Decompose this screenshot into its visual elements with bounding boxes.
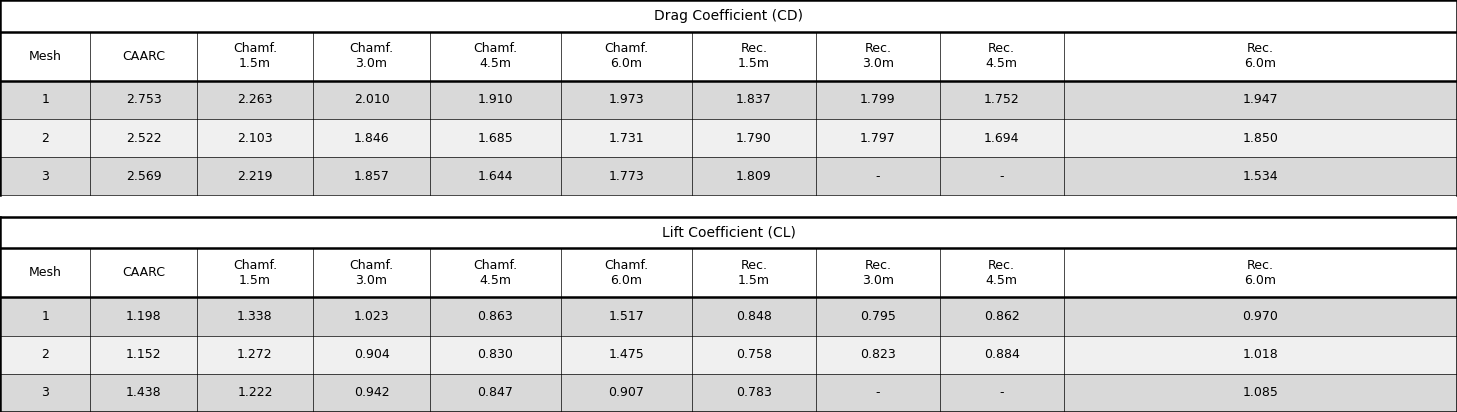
Text: 0.830: 0.830: [478, 348, 513, 361]
Bar: [0, 217, 1457, 248]
Text: CAARC: CAARC: [122, 267, 165, 279]
Text: Rec.
6.0m: Rec. 6.0m: [1244, 259, 1276, 287]
Bar: [0, 32, 1457, 81]
Text: 0.795: 0.795: [860, 310, 896, 323]
Text: 1.837: 1.837: [736, 93, 772, 106]
Text: Chamf.
3.0m: Chamf. 3.0m: [350, 42, 393, 70]
Text: 1.850: 1.850: [1243, 131, 1278, 145]
Bar: [0, 119, 1457, 157]
Text: 1.790: 1.790: [736, 131, 772, 145]
Text: Drag Coefficient (CD): Drag Coefficient (CD): [654, 9, 803, 23]
Bar: [0, 248, 1457, 297]
Bar: [0, 335, 1457, 374]
Text: 1.857: 1.857: [354, 170, 389, 183]
Text: 0.884: 0.884: [983, 348, 1020, 361]
Text: 0.904: 0.904: [354, 348, 389, 361]
Text: Rec.
4.5m: Rec. 4.5m: [986, 259, 1017, 287]
Text: Chamf.
6.0m: Chamf. 6.0m: [605, 42, 648, 70]
Text: Lift Coefficient (CL): Lift Coefficient (CL): [661, 225, 796, 239]
Text: CAARC: CAARC: [122, 50, 165, 63]
Text: 1.438: 1.438: [125, 386, 162, 399]
Text: 1.023: 1.023: [354, 310, 389, 323]
Text: 2.522: 2.522: [125, 131, 162, 145]
Text: Chamf.
6.0m: Chamf. 6.0m: [605, 259, 648, 287]
Text: 0.970: 0.970: [1243, 310, 1278, 323]
Text: 1.085: 1.085: [1243, 386, 1278, 399]
Text: 1.799: 1.799: [860, 93, 896, 106]
Text: -: -: [876, 170, 880, 183]
Text: Chamf.
1.5m: Chamf. 1.5m: [233, 259, 277, 287]
Text: 2: 2: [41, 131, 50, 145]
Text: 0.848: 0.848: [736, 310, 772, 323]
Text: 1.222: 1.222: [237, 386, 272, 399]
Text: 2.753: 2.753: [125, 93, 162, 106]
Text: 1.947: 1.947: [1243, 93, 1278, 106]
Text: 1.644: 1.644: [478, 170, 513, 183]
Text: Rec.
1.5m: Rec. 1.5m: [739, 42, 769, 70]
Text: 1.018: 1.018: [1243, 348, 1278, 361]
Text: 1.685: 1.685: [478, 131, 513, 145]
Text: 1.809: 1.809: [736, 170, 772, 183]
Text: 1: 1: [41, 93, 50, 106]
Text: 1.152: 1.152: [125, 348, 162, 361]
Text: 1.731: 1.731: [609, 131, 644, 145]
Text: 1.973: 1.973: [609, 93, 644, 106]
Text: 2.103: 2.103: [237, 131, 272, 145]
Text: 2.010: 2.010: [354, 93, 389, 106]
Text: 3: 3: [41, 170, 50, 183]
Text: 0.863: 0.863: [478, 310, 513, 323]
Bar: [0, 157, 1457, 195]
Text: 1.338: 1.338: [237, 310, 272, 323]
Text: Rec.
3.0m: Rec. 3.0m: [863, 42, 893, 70]
Text: 2.569: 2.569: [125, 170, 162, 183]
Text: 2: 2: [41, 348, 50, 361]
Text: 0.847: 0.847: [478, 386, 513, 399]
Text: -: -: [1000, 386, 1004, 399]
Text: 1.272: 1.272: [237, 348, 272, 361]
Text: 0.823: 0.823: [860, 348, 896, 361]
Text: 1.694: 1.694: [983, 131, 1020, 145]
Text: Chamf.
4.5m: Chamf. 4.5m: [474, 259, 517, 287]
Text: 1.797: 1.797: [860, 131, 896, 145]
Text: Rec.
1.5m: Rec. 1.5m: [739, 259, 769, 287]
Text: 1.517: 1.517: [609, 310, 644, 323]
Text: 2.263: 2.263: [237, 93, 272, 106]
Text: 1.910: 1.910: [478, 93, 513, 106]
Text: 0.942: 0.942: [354, 386, 389, 399]
Text: 2.219: 2.219: [237, 170, 272, 183]
Text: Rec.
6.0m: Rec. 6.0m: [1244, 42, 1276, 70]
Text: 0.783: 0.783: [736, 386, 772, 399]
Text: 1.752: 1.752: [983, 93, 1020, 106]
Text: 1.534: 1.534: [1243, 170, 1278, 183]
Text: 0.907: 0.907: [609, 386, 644, 399]
Text: -: -: [1000, 170, 1004, 183]
Text: Rec.
4.5m: Rec. 4.5m: [986, 42, 1017, 70]
Bar: [0, 297, 1457, 335]
Bar: [0, 195, 1457, 217]
Text: 1.773: 1.773: [609, 170, 644, 183]
Text: Mesh: Mesh: [29, 267, 61, 279]
Text: 1.198: 1.198: [125, 310, 162, 323]
Text: -: -: [876, 386, 880, 399]
Text: Chamf.
3.0m: Chamf. 3.0m: [350, 259, 393, 287]
Text: 0.862: 0.862: [983, 310, 1020, 323]
Bar: [0, 374, 1457, 412]
Text: 3: 3: [41, 386, 50, 399]
Text: 1: 1: [41, 310, 50, 323]
Text: Mesh: Mesh: [29, 50, 61, 63]
Text: 1.475: 1.475: [609, 348, 644, 361]
Text: 0.758: 0.758: [736, 348, 772, 361]
Text: Chamf.
4.5m: Chamf. 4.5m: [474, 42, 517, 70]
Text: Rec.
3.0m: Rec. 3.0m: [863, 259, 893, 287]
Bar: [0, 0, 1457, 32]
Bar: [0, 81, 1457, 119]
Text: Chamf.
1.5m: Chamf. 1.5m: [233, 42, 277, 70]
Text: 1.846: 1.846: [354, 131, 389, 145]
